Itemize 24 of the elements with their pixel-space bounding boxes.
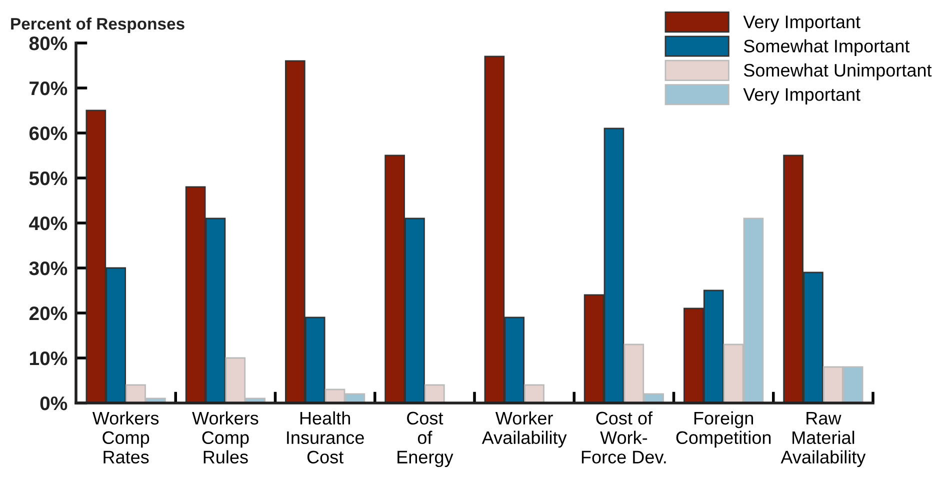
y-tick-label: 50% bbox=[29, 171, 68, 186]
x-tick-label: Worker Availability bbox=[482, 411, 567, 448]
y-tick-label: 30% bbox=[29, 261, 68, 276]
legend-label: Somewhat Important bbox=[744, 39, 910, 56]
y-tick-label: 70% bbox=[30, 81, 68, 96]
x-tick-label: Cost of Energy bbox=[398, 412, 454, 468]
legend-label: Somewhat Unimportant bbox=[744, 63, 932, 80]
y-tick-label: 60% bbox=[29, 126, 68, 140]
bar bbox=[424, 384, 445, 403]
x-tick-label: Workers Comp Rates bbox=[92, 411, 159, 464]
x-tick-label: Workers Comp Rules bbox=[192, 411, 258, 464]
y-axis-title: Percent of Responses bbox=[11, 17, 184, 33]
legend-label: Very Important bbox=[743, 16, 860, 32]
y-tick-label: 20% bbox=[29, 306, 68, 320]
legend-label: Very Important bbox=[743, 88, 860, 104]
x-tick-label: Foreign Competition bbox=[676, 411, 771, 448]
y-tick-label: 80% bbox=[29, 36, 68, 50]
x-tick-label: Raw Material Availability bbox=[780, 412, 866, 468]
x-tick-label: Health Insurance Cost bbox=[287, 411, 364, 464]
y-tick-label: 0% bbox=[40, 396, 68, 410]
y-tick-label: 40% bbox=[29, 216, 68, 230]
y-tick-label: 10% bbox=[30, 351, 68, 366]
bar bbox=[524, 384, 544, 403]
x-tick-label: Cost of Work- Force Dev. bbox=[582, 411, 666, 464]
